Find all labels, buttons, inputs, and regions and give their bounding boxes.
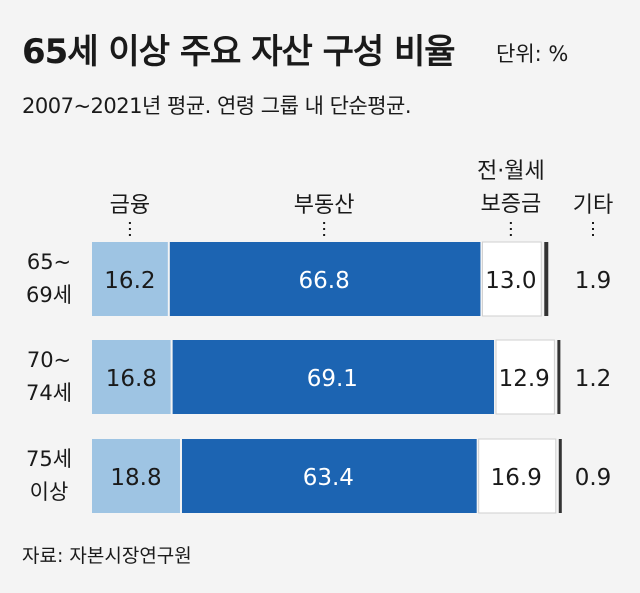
category-label-2-line1: 70~ — [27, 348, 71, 372]
category-label-2-line2: 74세 — [26, 381, 72, 405]
value-label-other-1: 1.9 — [575, 268, 612, 294]
bar-other-3 — [558, 439, 562, 513]
bar-deposit-3 — [478, 438, 557, 514]
value-label-deposit-1: 13.0 — [485, 268, 536, 294]
category-label-1-line2: 69세 — [26, 283, 72, 307]
chart-subtitle: 2007~2021년 평균. 연령 그룹 내 단순평균. — [22, 94, 412, 118]
legend-label-deposit-line2: 보증금 — [480, 192, 541, 217]
bar-financial-3 — [92, 439, 180, 513]
bar-real_estate-1 — [169, 242, 481, 316]
category-label-1-line1: 65~ — [27, 250, 71, 274]
value-label-financial-2: 16.8 — [106, 366, 157, 392]
bar-other-2 — [557, 340, 561, 414]
value-label-financial-3: 18.8 — [110, 465, 161, 491]
value-label-deposit-2: 12.9 — [499, 366, 550, 392]
bar-real_estate-3 — [181, 439, 477, 513]
legend-label-financial: 금융 — [110, 193, 150, 218]
legend-label-deposit-line1: 전·월세 — [477, 159, 545, 184]
bar-real_estate-2 — [172, 340, 495, 414]
value-label-other-2: 1.2 — [575, 366, 612, 392]
value-label-other-3: 0.9 — [575, 465, 612, 491]
value-label-real_estate-2: 69.1 — [307, 366, 358, 392]
bar-deposit-1 — [481, 241, 542, 317]
value-label-real_estate-3: 63.4 — [303, 465, 354, 491]
chart-title: 65세 이상 주요 자산 구성 비율 — [22, 32, 456, 72]
source-note: 자료: 자본시장연구원 — [22, 545, 192, 567]
bar-other-1 — [544, 242, 549, 316]
legend-label-real_estate: 부동산 — [294, 193, 355, 218]
category-label-3-line2: 이상 — [30, 480, 69, 504]
category-label-3-line1: 75세 — [26, 447, 72, 471]
bar-financial-1 — [92, 242, 168, 316]
unit-label: 단위: % — [496, 42, 569, 66]
legend-label-other: 기타 — [573, 193, 613, 218]
bar-financial-2 — [92, 340, 171, 414]
value-label-deposit-3: 16.9 — [491, 465, 542, 491]
bar-deposit-2 — [495, 339, 555, 415]
value-label-financial-1: 16.2 — [104, 268, 155, 294]
value-label-real_estate-1: 66.8 — [299, 268, 350, 294]
